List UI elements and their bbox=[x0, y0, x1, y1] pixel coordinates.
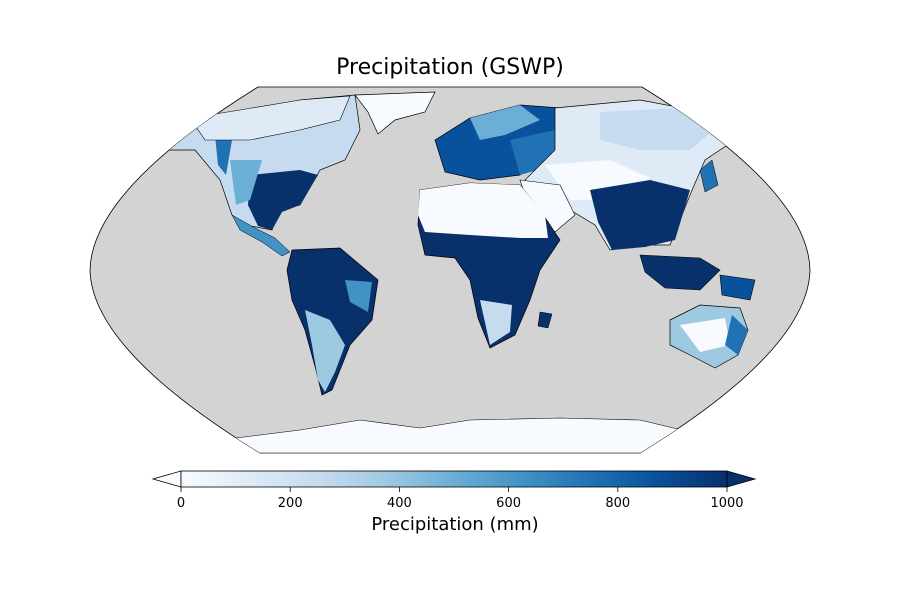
central-america bbox=[231, 214, 291, 257]
colorbar-tick-label: 800 bbox=[605, 496, 631, 511]
colorbar-tick-label: 400 bbox=[386, 496, 412, 511]
land-layer bbox=[148, 91, 769, 453]
north-america-mid bbox=[230, 160, 262, 205]
asia-southeast-wet bbox=[590, 180, 690, 250]
greenland bbox=[354, 91, 436, 135]
new-guinea bbox=[719, 274, 756, 301]
colorbar-body bbox=[180, 470, 728, 488]
colorbar-label: Precipitation (mm) bbox=[371, 514, 539, 535]
colorbar-tick-label: 1000 bbox=[710, 496, 744, 511]
colorbar bbox=[151, 470, 757, 492]
africa-south-dry bbox=[480, 300, 512, 345]
japan bbox=[699, 159, 719, 193]
madagascar bbox=[537, 311, 553, 329]
australia-interior-dry bbox=[680, 318, 730, 352]
colorbar-extend-high bbox=[726, 470, 757, 488]
antarctica bbox=[219, 417, 691, 453]
colorbar-ticks bbox=[180, 487, 728, 492]
colorbar-extend-low bbox=[151, 470, 182, 488]
colorbar-tick-label: 200 bbox=[277, 496, 303, 511]
europe-north bbox=[470, 105, 540, 140]
new-zealand bbox=[757, 364, 769, 376]
colorbar-tick-label: 0 bbox=[176, 496, 186, 511]
north-america-west-coast bbox=[215, 135, 232, 175]
south-america-east-dry bbox=[345, 280, 372, 312]
maritime-southeast-asia bbox=[639, 254, 721, 291]
africa-sahara bbox=[418, 183, 548, 238]
australia-east-wet bbox=[725, 315, 748, 355]
colorbar-tick-label: 600 bbox=[496, 496, 522, 511]
map-title: Precipitation (GSWP) bbox=[336, 55, 564, 80]
north-america-east-wet bbox=[248, 170, 318, 230]
south-america-south bbox=[305, 310, 345, 392]
canada-arctic bbox=[189, 95, 351, 141]
